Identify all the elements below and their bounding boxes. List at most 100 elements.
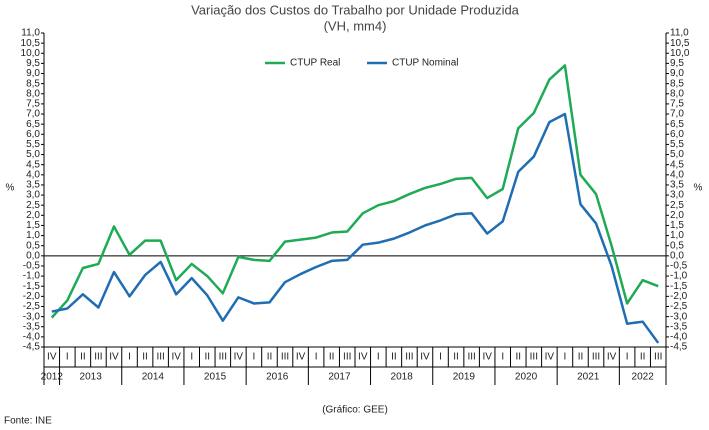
y-tick-label: -1,0 — [23, 271, 41, 282]
y-axis-label: % — [6, 183, 15, 194]
year-label: 2016 — [266, 372, 289, 383]
x-tick-label: II — [578, 352, 584, 363]
source: Fonte: INE — [4, 416, 52, 427]
series-line — [51, 112, 660, 344]
x-tick-label: IV — [109, 352, 119, 363]
year-label: 2014 — [142, 372, 165, 383]
note: (Gráfico: GEE) — [322, 405, 388, 416]
y-tick-label: 3,0 — [26, 190, 40, 201]
y2-tick-label: 3,0 — [670, 190, 684, 201]
x-tick-label: I — [315, 352, 318, 363]
year-label: 2015 — [204, 372, 227, 383]
x-tick-label: IV — [482, 352, 492, 363]
y2-tick-label: -3,5 — [670, 321, 688, 332]
y-tick-label: 1,0 — [26, 230, 40, 241]
y-tick-label: 10,0 — [21, 48, 41, 59]
x-tick-label: III — [94, 352, 102, 363]
y-tick-label: 8,5 — [26, 78, 40, 89]
y2-tick-label: 5,0 — [670, 149, 684, 160]
y-tick-label: 5,5 — [26, 139, 40, 150]
y-tick-label: -3,0 — [23, 311, 41, 322]
y-tick-label: -0,5 — [23, 261, 41, 272]
y2-tick-label: 6,5 — [670, 119, 684, 130]
x-tick-label: I — [501, 352, 504, 363]
x-tick-label: II — [267, 352, 273, 363]
y2-tick-label: 9,0 — [670, 68, 684, 79]
y2-tick-label: -4,0 — [670, 332, 688, 343]
year-label: 2020 — [515, 372, 538, 383]
y2-tick-label: 7,5 — [670, 99, 684, 110]
x-tick-label: IV — [296, 352, 306, 363]
series-line — [50, 64, 659, 319]
year-label: 2022 — [632, 372, 655, 383]
y2-tick-label: 9,5 — [670, 58, 684, 69]
x-tick-label: IV — [545, 352, 555, 363]
x-tick-label: I — [66, 352, 69, 363]
y-tick-label: 5,0 — [26, 149, 40, 160]
y2-tick-label: -2,5 — [670, 301, 688, 312]
y2-tick-label: -4,5 — [670, 342, 688, 353]
y-tick-label: 0,0 — [26, 250, 40, 261]
y-tick-label: -2,5 — [23, 301, 41, 312]
y2-tick-label: -3,0 — [670, 311, 688, 322]
y2-tick-label: -1,5 — [670, 281, 688, 292]
y-tick-label: -2,0 — [23, 291, 41, 302]
y-tick-label: -1,5 — [23, 281, 41, 292]
y-tick-label: -3,5 — [23, 321, 41, 332]
x-tick-label: II — [204, 352, 210, 363]
x-tick-label: III — [654, 352, 662, 363]
y2-tick-label: 3,5 — [670, 180, 684, 191]
year-label: 2018 — [391, 372, 414, 383]
y2-tick-label: 7,0 — [670, 109, 684, 120]
x-tick-label: III — [156, 352, 164, 363]
y-tick-label: 9,0 — [26, 68, 40, 79]
y-tick-label: 11,0 — [21, 28, 40, 39]
y-tick-label: 0,5 — [26, 240, 40, 251]
legend-label: CTUP Nominal — [392, 58, 459, 69]
y2-tick-label: 2,0 — [670, 210, 684, 221]
year-label: 2019 — [453, 372, 476, 383]
y-tick-label: 6,0 — [26, 129, 40, 140]
y-tick-label: -4,5 — [23, 342, 41, 353]
x-tick-label: I — [128, 352, 131, 363]
y-tick-label: 10,5 — [21, 38, 41, 49]
x-tick-label: III — [281, 352, 289, 363]
y2-tick-label: 4,5 — [670, 159, 684, 170]
x-tick-label: III — [467, 352, 475, 363]
y2-tick-label: -0,5 — [670, 261, 688, 272]
y2-tick-label: 10,0 — [670, 48, 690, 59]
year-label: 2013 — [80, 372, 103, 383]
y-tick-label: 7,5 — [26, 99, 40, 110]
x-tick-label: I — [377, 352, 380, 363]
x-tick-label: III — [219, 352, 227, 363]
x-tick-label: I — [626, 352, 629, 363]
x-tick-label: III — [530, 352, 538, 363]
y2-axis-label: % — [694, 183, 703, 194]
y-tick-label: 3,5 — [26, 180, 40, 191]
y-tick-label: 9,5 — [26, 58, 40, 69]
y2-tick-label: 6,0 — [670, 129, 684, 140]
y2-tick-label: 8,5 — [670, 78, 684, 89]
x-tick-label: II — [329, 352, 335, 363]
y-tick-label: 7,0 — [26, 109, 40, 120]
y2-tick-label: 5,5 — [670, 139, 684, 150]
y2-tick-label: 0,5 — [670, 240, 684, 251]
legend-label: CTUP Real — [290, 58, 340, 69]
y-tick-label: 4,5 — [26, 159, 40, 170]
y2-tick-label: 0,0 — [670, 250, 684, 261]
y-tick-label: 1,5 — [26, 220, 40, 231]
y-tick-label: 2,5 — [26, 200, 40, 211]
x-tick-label: III — [343, 352, 351, 363]
x-tick-label: I — [253, 352, 256, 363]
y2-tick-label: 11,0 — [670, 28, 689, 39]
y-tick-label: 4,0 — [26, 169, 40, 180]
x-tick-label: III — [405, 352, 413, 363]
x-tick-label: I — [190, 352, 193, 363]
y-tick-label: 2,0 — [26, 210, 40, 221]
x-tick-label: III — [592, 352, 600, 363]
x-tick-label: II — [453, 352, 459, 363]
x-tick-label: I — [439, 352, 442, 363]
y-tick-label: 6,5 — [26, 119, 40, 130]
x-tick-label: IV — [234, 352, 244, 363]
